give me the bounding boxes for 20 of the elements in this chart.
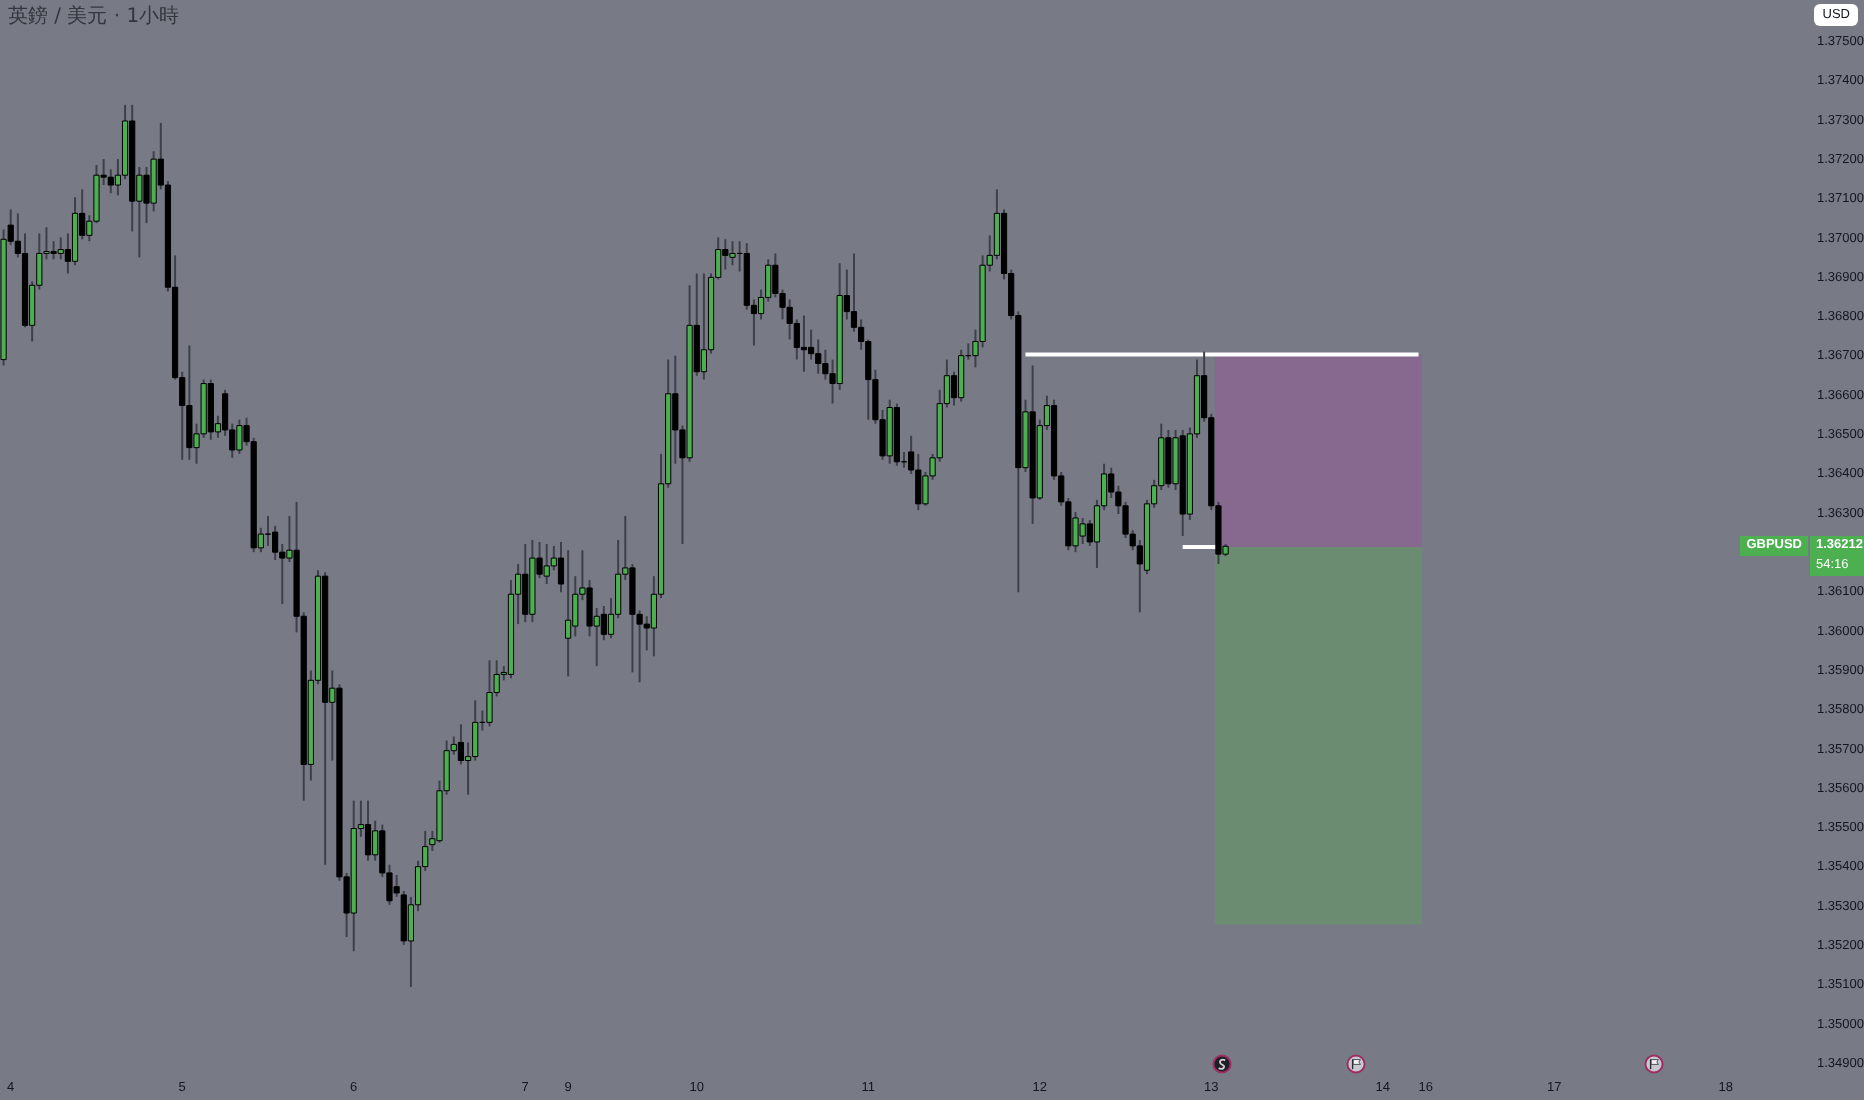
candlestick bbox=[364, 799, 372, 862]
candlestick bbox=[522, 542, 529, 624]
candlestick bbox=[729, 240, 736, 267]
candlestick bbox=[565, 549, 572, 678]
candlestick bbox=[958, 348, 965, 403]
candlestick bbox=[1165, 428, 1172, 489]
candlestick bbox=[57, 236, 64, 261]
chart-title: 英鎊 / 美元 · 1小時 bbox=[8, 4, 180, 28]
candlestick bbox=[486, 659, 493, 728]
candlestick bbox=[50, 240, 57, 261]
candlestick bbox=[1079, 516, 1086, 545]
candlestick bbox=[800, 314, 808, 373]
candlestick bbox=[543, 542, 550, 586]
candlestick bbox=[722, 238, 729, 271]
candlestick bbox=[815, 338, 822, 375]
candlestick bbox=[264, 515, 272, 547]
candlestick bbox=[186, 344, 193, 461]
candlestick bbox=[71, 196, 79, 267]
candlestick bbox=[700, 272, 708, 381]
candlestick bbox=[236, 418, 243, 455]
